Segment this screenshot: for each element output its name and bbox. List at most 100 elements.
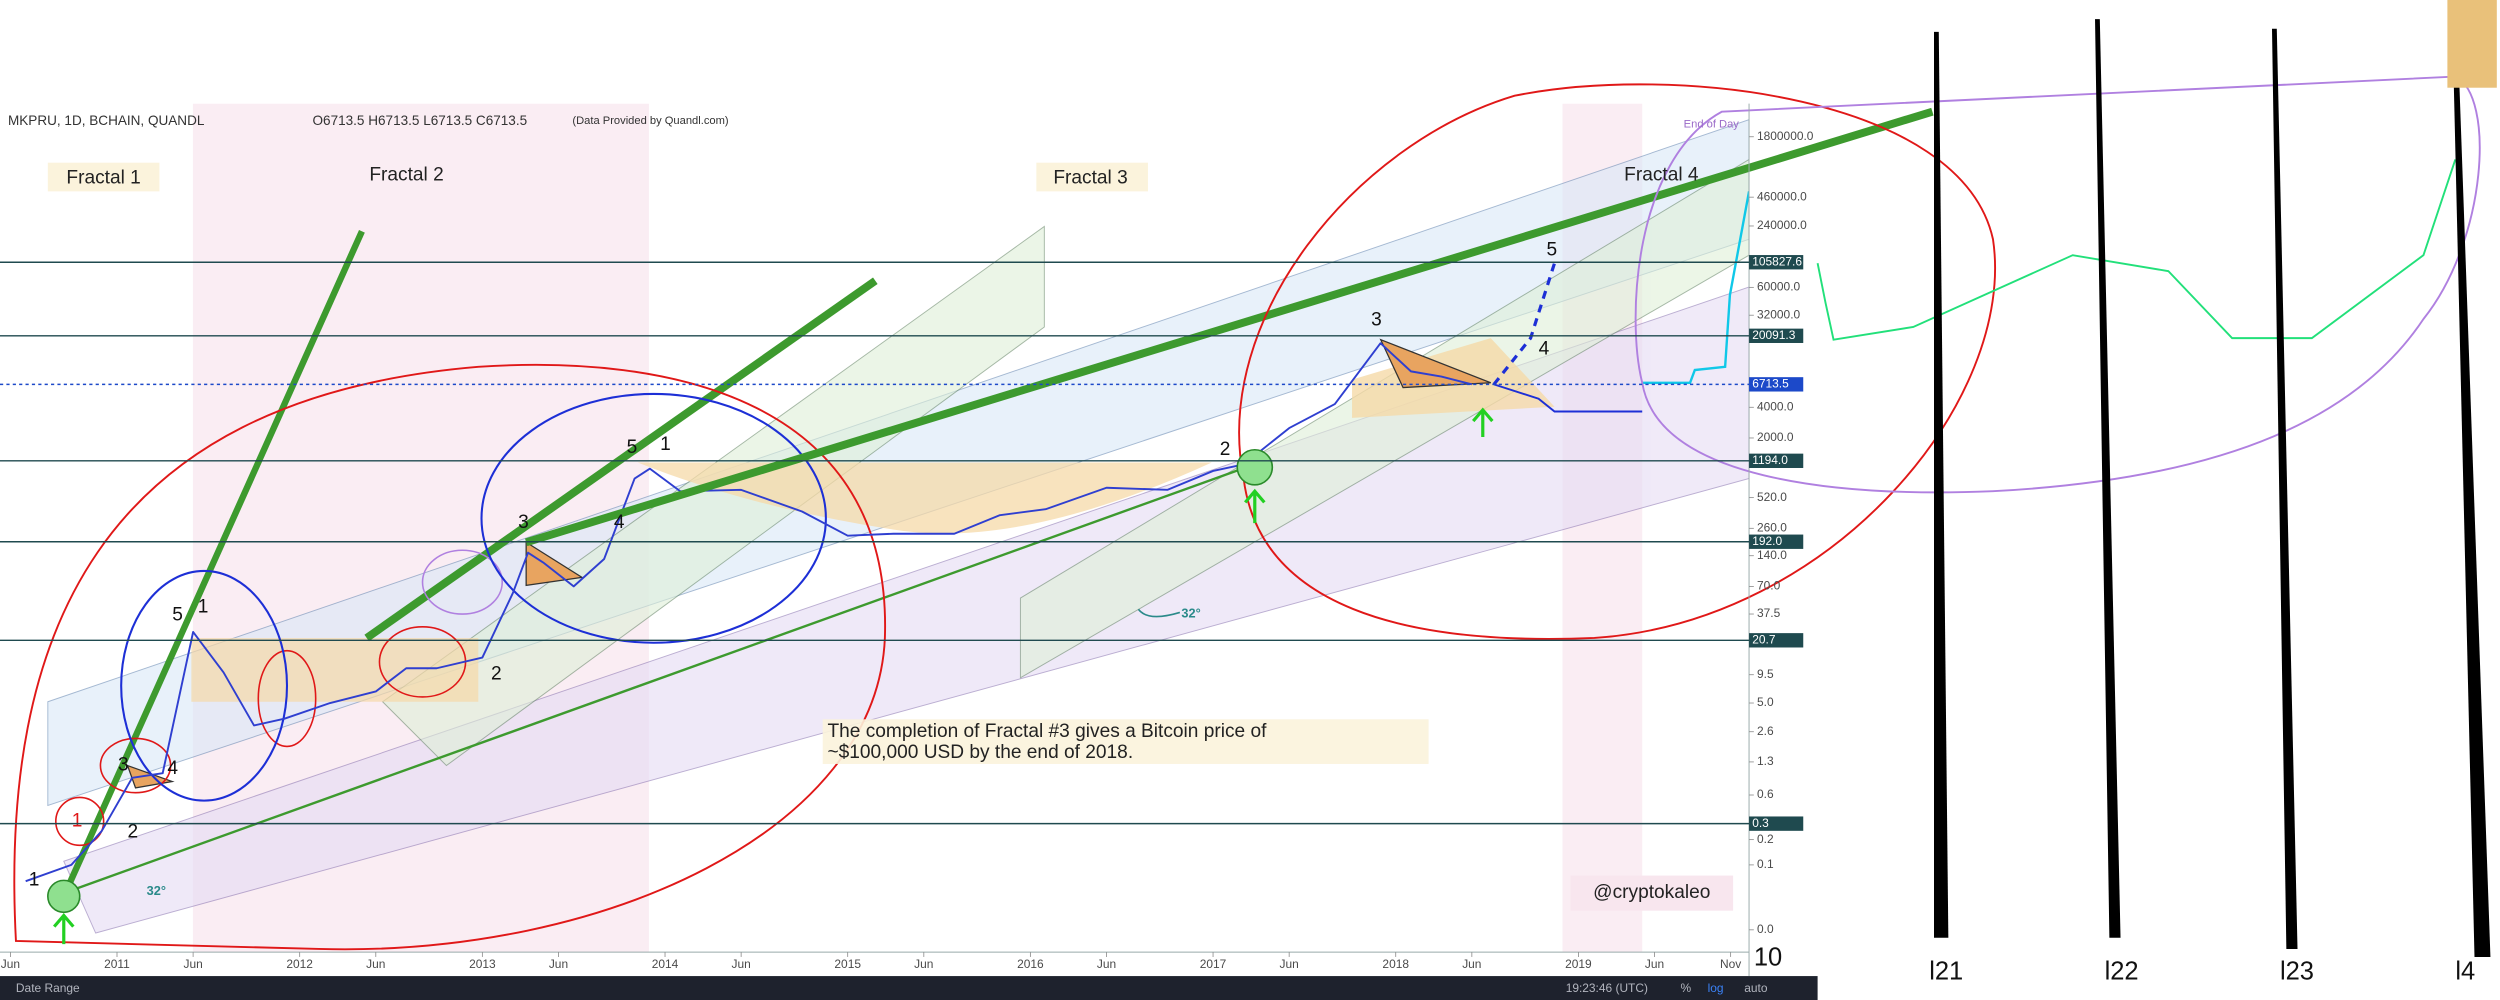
wedge [2095, 19, 2121, 938]
green-marker [1236, 448, 1274, 486]
y-tick-label: 1.3 [1757, 754, 1774, 768]
y-tick-label: 240000.0 [1757, 218, 1807, 232]
y-tick-label: 0.1 [1757, 857, 1774, 871]
zone [191, 637, 479, 702]
wave-label: 3 [118, 755, 129, 776]
wedge [2272, 28, 2298, 949]
wave-label: 5 [627, 437, 638, 458]
wave-label: 1 [660, 434, 671, 455]
channel [1019, 158, 1750, 679]
log-toggle[interactable]: log [1708, 981, 1724, 995]
x-tick-label: Jun [1280, 957, 1299, 971]
note: ~$100,000 USD by the end of 2018. [827, 742, 1133, 763]
x-tick-label: 2017 [1200, 957, 1227, 971]
y-tick-label: 2.6 [1757, 724, 1774, 738]
handwriting: l23 [2280, 958, 2314, 986]
level-tag [1749, 255, 1804, 270]
handwriting: l21 [1929, 958, 1963, 986]
symbol: MKPRU, 1D, BCHAIN, QUANDL [8, 113, 205, 128]
wave-label: 4 [167, 758, 178, 779]
y-tick-label: 140.0 [1757, 548, 1787, 562]
note: The completion of Fractal #3 gives a Bit… [827, 721, 1267, 742]
trend-line [60, 229, 365, 898]
y-tick-label: 0.6 [1757, 787, 1774, 801]
x-tick-label: Jun [1645, 957, 1664, 971]
wedge [1933, 31, 1949, 938]
level-label: 0.3 [1752, 816, 1769, 830]
fractal-label: Fractal 2 [369, 164, 443, 185]
wave-label: 3 [518, 512, 529, 533]
y-tick-label: 0.0 [1757, 922, 1774, 936]
handwriting: l22 [2105, 958, 2139, 986]
x-tick-label: 2012 [286, 957, 313, 971]
x-tick-label: Jun [732, 957, 751, 971]
auto-toggle[interactable]: auto [1744, 981, 1768, 995]
y-tick-label: 260.0 [1757, 520, 1787, 534]
handwriting: l4 [2455, 958, 2475, 986]
red-circle [13, 363, 886, 951]
triangle [525, 541, 584, 587]
y-tick-label: 460000.0 [1757, 189, 1807, 203]
x-tick-label: 2019 [1565, 957, 1592, 971]
level-label: 105827.6 [1752, 254, 1802, 268]
level-label: 6713.5 [1752, 377, 1789, 391]
projection [1642, 191, 1750, 384]
green-curve [1816, 159, 2457, 341]
x-tick-label: Jun [914, 957, 933, 971]
x-tick-label: Jun [1, 957, 20, 971]
x-tick-label: 2011 [104, 957, 130, 971]
level-label: 1194.0 [1752, 453, 1788, 467]
x-tick-label: 2013 [469, 957, 496, 971]
level-label: 20.7 [1752, 632, 1776, 646]
date-range[interactable]: Date Range [16, 981, 80, 995]
level-tag [1749, 534, 1804, 549]
red-circle [257, 649, 317, 748]
wave-label: 5 [1547, 239, 1558, 260]
handle-box [1570, 875, 1734, 911]
y-tick-label: 32000.0 [1757, 307, 1801, 321]
red-circle [55, 796, 105, 847]
wave-label: 1 [198, 597, 209, 618]
fractal-label: Fractal 4 [1624, 164, 1699, 185]
trend-line [63, 461, 1260, 895]
red-circle [99, 737, 172, 794]
y-tick-label: 0.2 [1757, 832, 1774, 846]
x-tick-label: 2016 [1017, 957, 1044, 971]
blue-circle [480, 392, 827, 644]
wave-label: 4 [1539, 338, 1550, 359]
y-tick-label: 2000.0 [1757, 430, 1794, 444]
level-tag [1749, 377, 1804, 392]
blue-circle [120, 569, 289, 802]
level-label: 192.0 [1752, 534, 1782, 548]
percent-toggle[interactable]: % [1680, 981, 1691, 995]
fractal-label: Fractal 3 [1053, 168, 1127, 189]
y-tick-label: 5.0 [1757, 695, 1774, 709]
wedge [2452, 15, 2491, 957]
triangle [1379, 338, 1491, 389]
wave-label: 4 [614, 512, 625, 533]
wave-label: 2 [491, 664, 502, 685]
data-source: (Data Provided by Quandl.com) [572, 115, 729, 127]
y-tick-label: 4000.0 [1757, 399, 1794, 413]
wave-label: 2 [128, 822, 139, 843]
level-tag [1749, 633, 1804, 648]
label-box [47, 162, 160, 192]
y-tick-label: 520.0 [1757, 490, 1787, 504]
trend-line [364, 277, 878, 642]
ohlc: O6713.5 H6713.5 L6713.5 C6713.5 [313, 113, 528, 128]
angle-arc [1137, 608, 1181, 618]
level-tag [1749, 328, 1804, 343]
angle-label: 32° [1181, 605, 1200, 620]
x-tick-label: Jun [1462, 957, 1481, 971]
x-tick-label: Jun [1097, 957, 1116, 971]
note-box [822, 719, 1429, 764]
y-tick-label: 9.5 [1757, 667, 1774, 681]
wave-label: 1 [72, 810, 83, 831]
series [25, 342, 1473, 883]
toolbar [0, 976, 1818, 1000]
y-tick-label: 1800000.0 [1757, 129, 1814, 143]
trend-line [524, 107, 1934, 547]
x-tick-label: Jun [549, 957, 568, 971]
wave-label: 3 [1371, 310, 1382, 331]
